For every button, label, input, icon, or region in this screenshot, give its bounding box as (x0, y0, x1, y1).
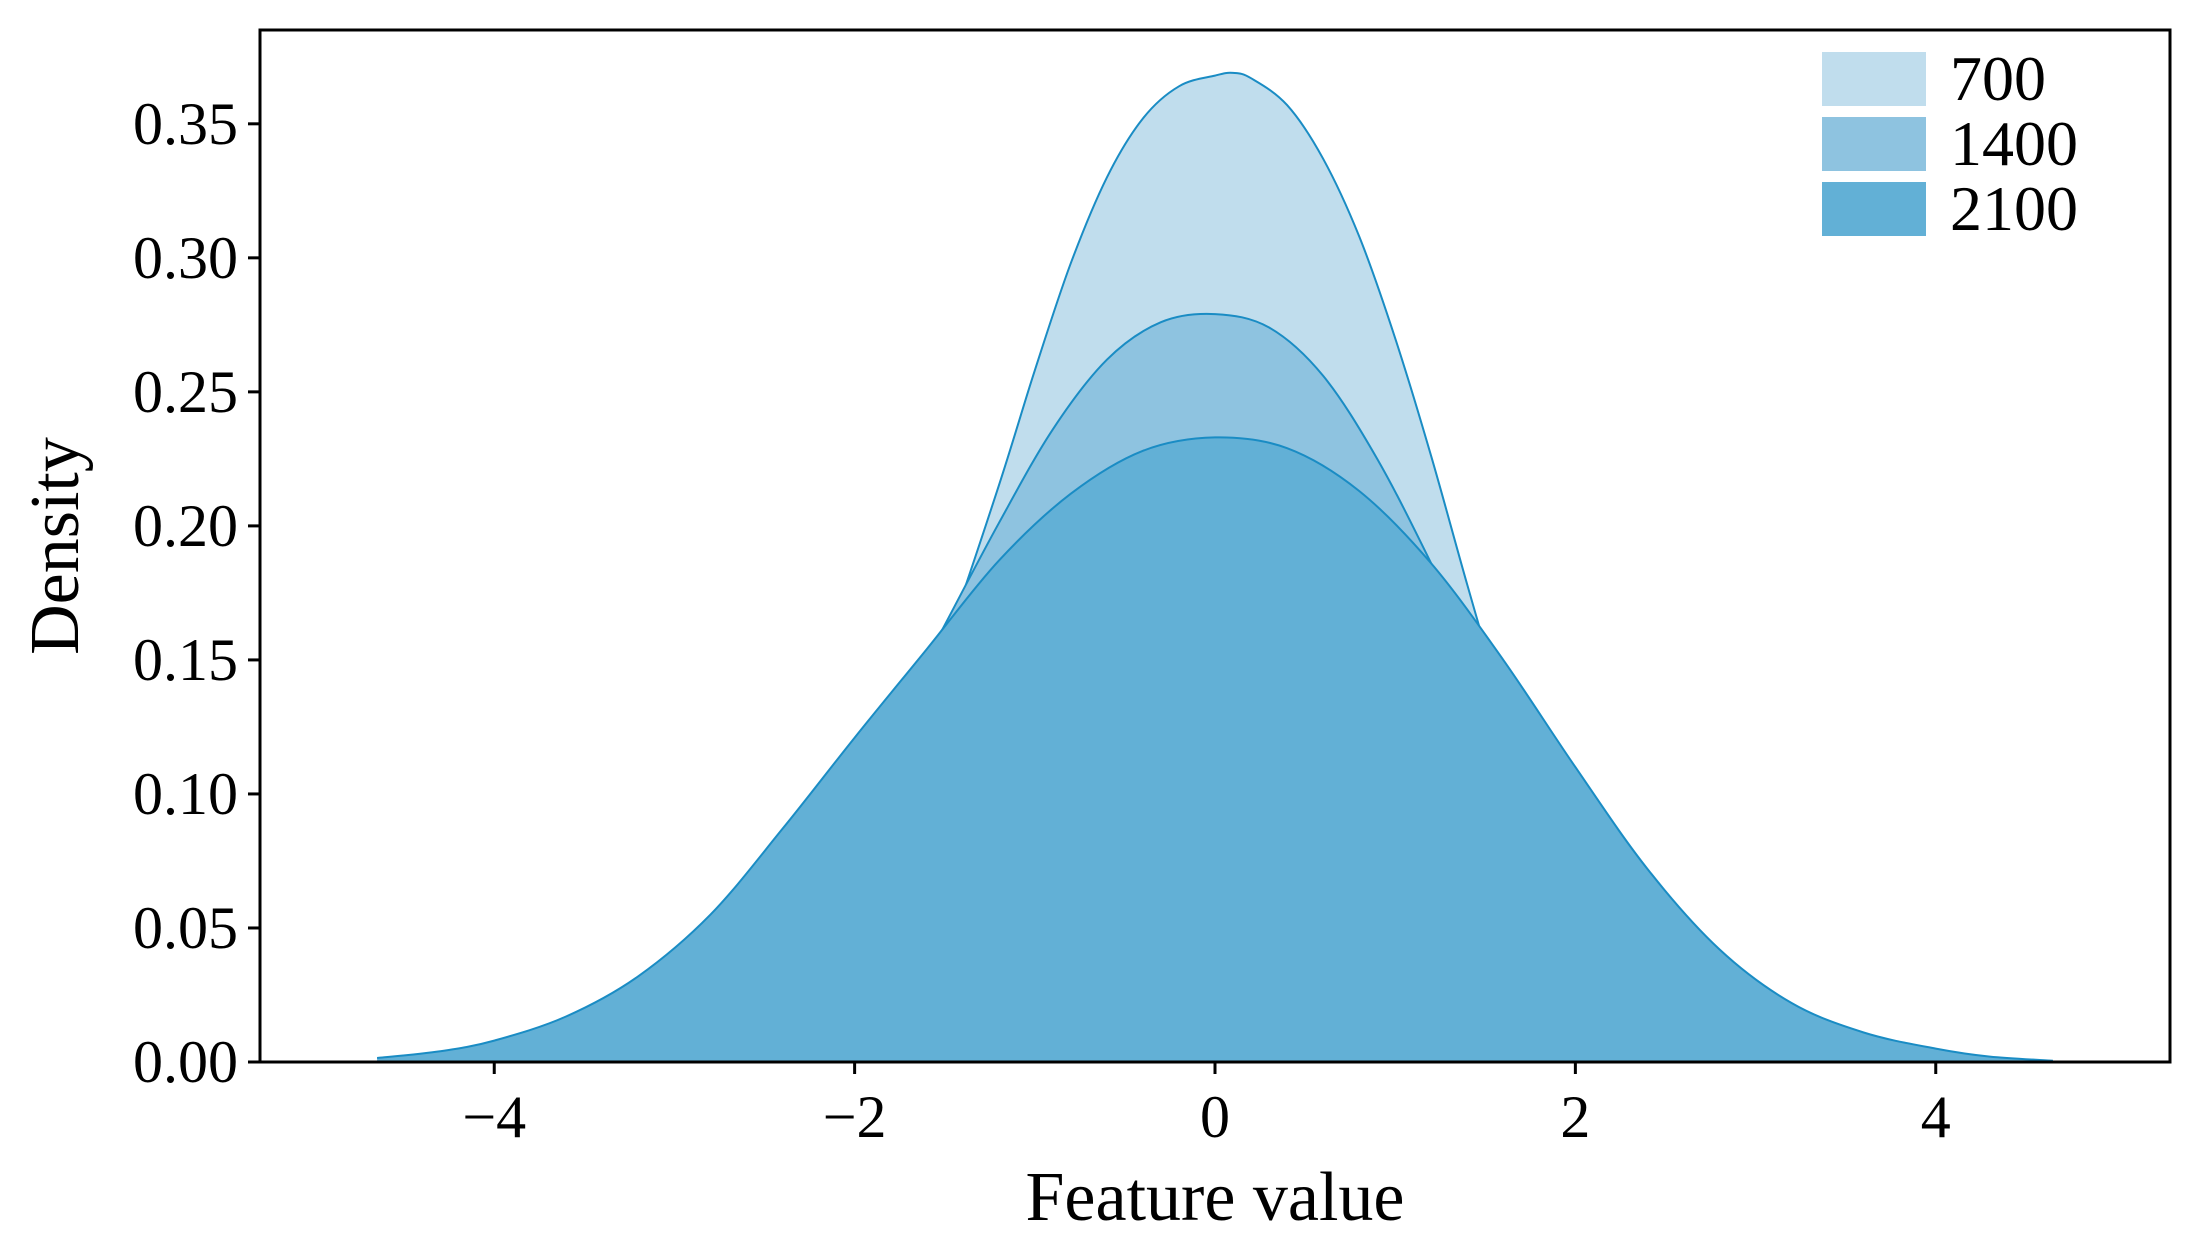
legend-swatch-700 (1822, 52, 1926, 106)
series-area-2100 (377, 437, 2053, 1062)
legend-label-700: 700 (1950, 43, 2046, 114)
x-tick-label: 4 (1921, 1084, 1951, 1150)
legend-swatch-2100 (1822, 182, 1926, 236)
y-tick-label: 0.30 (133, 225, 238, 291)
y-axis-title: Density (17, 437, 94, 655)
x-axis: −4 −2 0 2 4 (462, 1062, 1951, 1150)
y-tick-label: 0.15 (133, 627, 238, 693)
y-tick-label: 0.35 (133, 91, 238, 157)
series-layer (376, 71, 2053, 1063)
y-tick-label: 0.10 (133, 761, 238, 827)
series-line-2100 (376, 436, 2053, 1062)
y-tick-label: 0.20 (133, 493, 238, 559)
y-tick-label: 0.05 (133, 895, 238, 961)
legend-label-1400: 1400 (1950, 108, 2078, 179)
legend-label-2100: 2100 (1950, 173, 2078, 244)
x-tick-label: −4 (462, 1084, 526, 1150)
legend-swatch-1400 (1822, 117, 1926, 171)
y-axis: 0.00 0.05 0.10 0.15 0.20 0.25 0.30 0.35 (133, 91, 260, 1095)
x-tick-label: −2 (823, 1084, 887, 1150)
y-tick-label: 0.00 (133, 1029, 238, 1095)
x-tick-label: 0 (1200, 1084, 1230, 1150)
y-tick-label: 0.25 (133, 359, 238, 425)
x-axis-title: Feature value (1026, 1159, 1405, 1236)
x-tick-label: 2 (1560, 1084, 1590, 1150)
